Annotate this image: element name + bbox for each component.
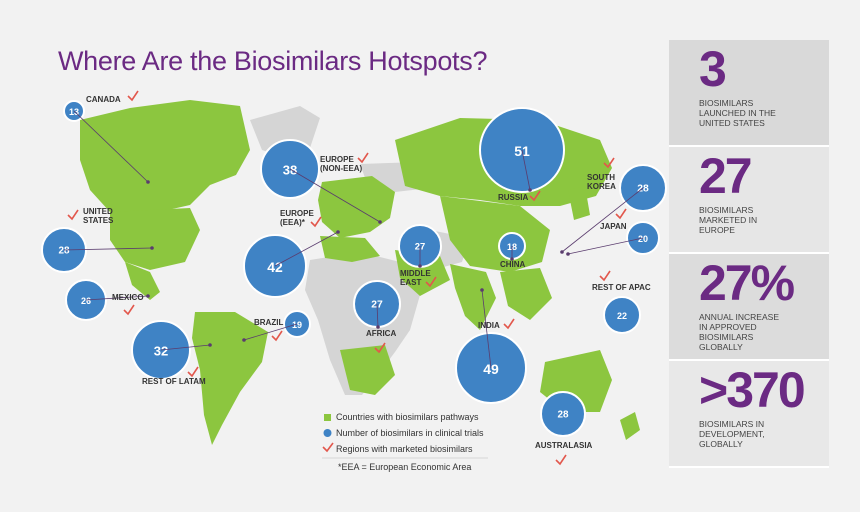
leader-line	[63, 247, 153, 251]
legend-pathways: Countries with biosimilars pathways	[336, 412, 479, 422]
region-label-south-korea: SOUTH KOREA	[587, 173, 616, 191]
region-label-rest-of-latam: REST OF LATAM	[142, 377, 206, 386]
country-dot	[560, 250, 564, 254]
bubble-value-rest-of-latam: 32	[154, 344, 169, 359]
check-icon	[123, 304, 135, 316]
region-label-china: CHINA	[500, 260, 526, 269]
region-label-mexico: MEXICO	[112, 293, 144, 302]
legend-check-icon	[322, 442, 334, 453]
legend: Countries with biosimilars pathways Numb…	[322, 412, 488, 472]
stats-panel: 3 BIOSIMILARS LAUNCHED IN THE UNITED STA…	[669, 40, 829, 468]
label-layer: CANADA UNITED STATES MEXICO BRAZIL REST OF LA…	[63, 90, 651, 466]
legend-footnote: *EEA = European Economic Area	[338, 462, 471, 472]
leader-line	[481, 289, 492, 369]
country-dot	[208, 343, 212, 347]
check-icon	[555, 454, 567, 466]
leader-line	[289, 168, 381, 223]
stat-value: 27	[699, 148, 753, 204]
legend-clinical: Number of biosimilars in clinical trials	[336, 428, 484, 438]
stat-value: 27%	[699, 255, 795, 311]
bubble-rest-of-apac	[603, 296, 641, 334]
legend-swatch-blue	[323, 429, 332, 437]
bubble-value-south-korea: 28	[637, 184, 649, 195]
stat-desc: ANNUAL INCREASE IN APPROVED BIOSIMILARS …	[699, 312, 779, 352]
leader-line	[160, 344, 211, 351]
stat-marketed-europe: 27 BIOSIMILARS MARKETED IN EUROPE	[669, 147, 829, 254]
leader-line	[567, 237, 644, 255]
check-icon	[599, 270, 611, 282]
stat-annual-increase: 27% ANNUAL INCREASE IN APPROVED BIOSIMIL…	[669, 254, 829, 361]
check-icon	[374, 342, 386, 354]
region-label-japan: JAPAN	[600, 222, 627, 231]
region-label-canada: CANADA	[86, 95, 121, 104]
stat-desc: BIOSIMILARS MARKETED IN EUROPE	[699, 205, 758, 235]
legend-marketed: Regions with marketed biosimilars	[336, 444, 473, 454]
check-icon	[271, 330, 283, 342]
bubble-value-brazil: 19	[292, 320, 302, 330]
region-label-africa: AFRICA	[366, 329, 396, 338]
region-label-russia: RUSSIA	[498, 193, 528, 202]
region-label-australasia: AUSTRALASIA	[535, 441, 593, 450]
country-dot	[150, 246, 154, 250]
country-dot	[242, 338, 246, 342]
stat-value: >370	[699, 362, 806, 418]
country-dot	[418, 264, 422, 268]
check-icon	[529, 190, 541, 202]
leader-line	[85, 295, 149, 301]
leader-line	[561, 187, 644, 253]
legend-swatch-green	[324, 414, 331, 421]
region-label-middle-east: MIDDLE EAST	[400, 269, 431, 287]
stat-in-development: >370 BIOSIMILARS IN DEVELOPMENT, GLOBALL…	[669, 361, 829, 468]
region-label-united-states: UNITED STATES	[83, 207, 114, 225]
bubble-value-japan: 20	[638, 234, 648, 244]
country-dot	[480, 288, 484, 292]
leader-line	[521, 149, 531, 191]
country-dot	[146, 180, 150, 184]
check-icon	[425, 276, 437, 288]
check-icon	[603, 157, 615, 169]
page-title: Where Are the Biosimilars Hotspots?	[58, 46, 488, 76]
region-label-india: INDIA	[478, 321, 500, 330]
region-label-europe-non-eea: EUROPE (NON-EEA)	[320, 155, 363, 173]
bubble-value-united-states: 28	[59, 246, 70, 257]
country-dot	[336, 230, 340, 234]
country-dot	[566, 252, 570, 256]
leader-line	[376, 303, 379, 328]
bubble-value-mexico: 26	[81, 296, 91, 306]
bubble-value-australasia: 28	[558, 410, 569, 421]
bubble-value-europe-eea: 42	[267, 259, 283, 275]
bubble-value-rest-of-apac: 22	[617, 311, 627, 321]
region-label-brazil: BRAZIL	[254, 318, 283, 327]
stat-value: 3	[699, 41, 727, 97]
stat-launched-us: 3 BIOSIMILARS LAUNCHED IN THE UNITED STA…	[669, 40, 829, 147]
country-dot	[376, 325, 380, 329]
country-dot	[528, 188, 532, 192]
stat-desc: BIOSIMILARS LAUNCHED IN THE UNITED STATE…	[699, 98, 776, 128]
leader-line	[73, 110, 149, 183]
leader-line	[274, 231, 339, 267]
stat-desc: BIOSIMILARS IN DEVELOPMENT, GLOBALLY	[699, 419, 765, 449]
bubble-value-europe-non-eea: 38	[283, 163, 298, 178]
bubble-australasia	[540, 391, 586, 437]
country-dot	[378, 220, 382, 224]
region-label-rest-of-apac: REST OF APAC	[592, 283, 651, 292]
bubble-value-canada: 13	[69, 107, 79, 117]
bubble-value-india: 49	[483, 361, 499, 377]
country-dot	[510, 257, 514, 261]
check-icon	[310, 216, 322, 228]
leader-line	[243, 323, 298, 341]
country-dot	[146, 294, 150, 298]
region-label-europe-eea: EUROPE (EEA)*	[280, 209, 314, 227]
check-icon	[615, 208, 627, 220]
check-icon	[357, 152, 369, 164]
check-icon	[67, 209, 79, 221]
check-icon	[187, 366, 199, 378]
check-icon	[127, 90, 139, 102]
check-icon	[503, 318, 515, 330]
